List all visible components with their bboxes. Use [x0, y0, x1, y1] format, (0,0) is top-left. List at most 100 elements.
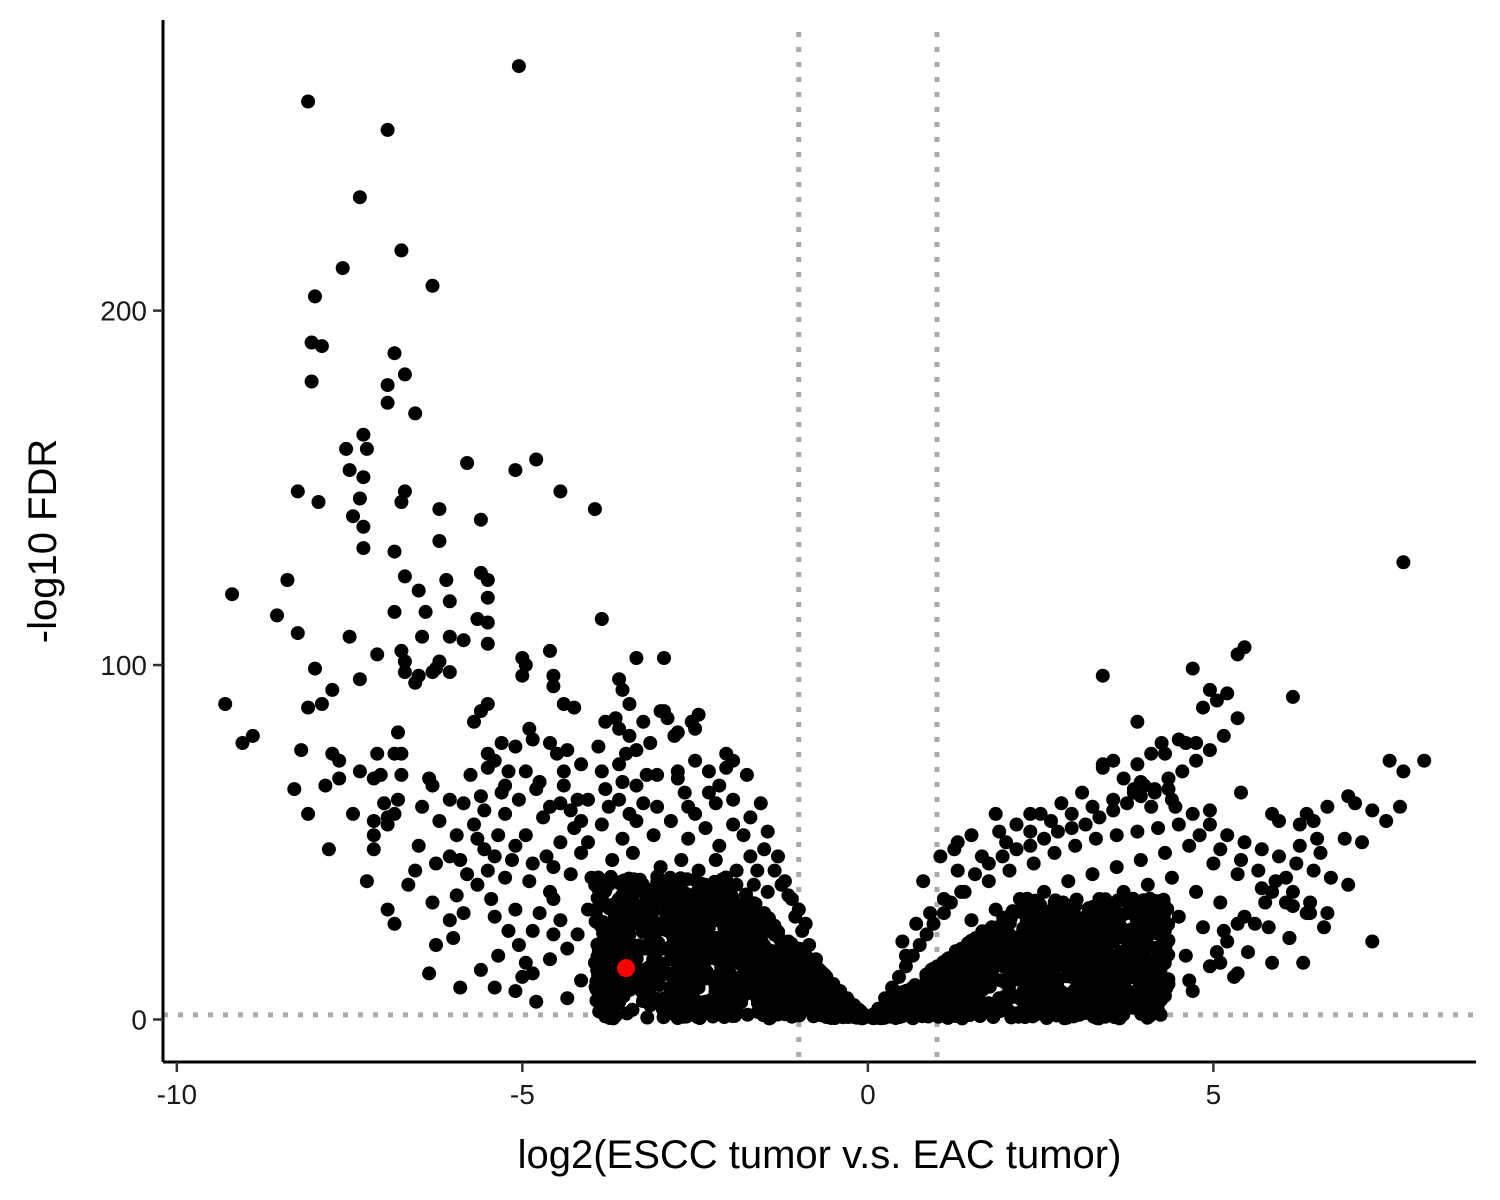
- data-point: [1164, 870, 1179, 885]
- data-point: [418, 604, 433, 619]
- data-point: [812, 964, 827, 979]
- data-point: [601, 799, 616, 814]
- data-point: [1258, 895, 1273, 910]
- data-point: [432, 502, 447, 517]
- data-point: [657, 651, 671, 665]
- data-point: [701, 764, 716, 779]
- data-point: [936, 892, 951, 906]
- data-point: [1230, 966, 1245, 981]
- data-point: [518, 955, 533, 970]
- data-point: [308, 661, 322, 676]
- data-point: [669, 888, 684, 903]
- data-point: [1272, 849, 1286, 864]
- data-point: [1095, 668, 1110, 683]
- data-point: [473, 512, 488, 527]
- data-point: [760, 824, 775, 839]
- data-point: [325, 682, 340, 697]
- data-point: [772, 951, 787, 966]
- data-point: [332, 771, 347, 786]
- data-point: [676, 1009, 691, 1024]
- data-point: [397, 484, 412, 499]
- data-point: [774, 1000, 789, 1015]
- data-point: [663, 814, 678, 828]
- data-point: [442, 913, 457, 928]
- data-point: [681, 799, 696, 814]
- data-point: [525, 923, 540, 938]
- data-point: [622, 728, 637, 743]
- data-point: [536, 810, 551, 825]
- data-point: [591, 739, 606, 754]
- data-point: [498, 870, 513, 885]
- data-point: [988, 806, 1003, 821]
- data-point: [515, 668, 530, 683]
- data-point: [1130, 714, 1145, 729]
- data-point: [652, 978, 667, 992]
- data-point: [791, 902, 806, 917]
- data-point: [967, 945, 982, 960]
- data-point: [622, 806, 637, 821]
- data-point: [1125, 893, 1140, 908]
- data-point: [636, 714, 651, 729]
- data-point: [1050, 824, 1065, 839]
- data-point: [964, 913, 979, 928]
- data-point: [508, 838, 523, 853]
- data-point: [366, 828, 381, 843]
- data-point: [387, 746, 402, 761]
- data-point: [1032, 982, 1047, 997]
- data-point: [467, 817, 481, 832]
- data-point: [698, 964, 713, 978]
- data-point: [546, 668, 561, 683]
- data-point: [736, 828, 751, 843]
- data-point: [732, 905, 747, 920]
- data-point: [394, 643, 409, 658]
- data-point: [796, 1001, 811, 1016]
- data-point: [898, 948, 913, 963]
- data-point: [411, 838, 426, 853]
- data-point: [1234, 853, 1248, 867]
- data-point: [657, 704, 671, 719]
- data-point: [1109, 860, 1124, 875]
- data-point: [724, 981, 739, 995]
- data-point: [543, 799, 557, 814]
- data-point: [766, 976, 781, 991]
- data-point: [581, 792, 595, 807]
- data-point: [1285, 884, 1300, 899]
- data-point: [708, 796, 723, 811]
- data-point: [717, 871, 732, 886]
- data-point: [629, 778, 644, 793]
- data-point: [574, 845, 589, 860]
- data-point: [394, 495, 409, 509]
- data-point: [425, 665, 440, 680]
- data-point: [727, 1008, 742, 1023]
- data-point: [473, 704, 488, 719]
- data-point: [594, 764, 609, 779]
- data-point: [615, 775, 630, 789]
- data-point: [1140, 1005, 1155, 1020]
- data-point: [415, 629, 430, 644]
- data-point: [546, 679, 561, 694]
- data-point: [518, 828, 533, 843]
- data-point: [667, 965, 682, 980]
- data-point: [456, 633, 471, 648]
- data-point: [641, 960, 656, 975]
- data-point: [304, 374, 319, 389]
- data-point: [658, 885, 672, 900]
- data-point: [339, 441, 354, 456]
- data-point: [1220, 934, 1235, 949]
- data-point: [639, 767, 654, 782]
- data-point: [598, 782, 613, 797]
- data-point: [992, 824, 1007, 839]
- data-point: [615, 682, 630, 697]
- data-point: [1230, 867, 1245, 882]
- data-point: [989, 941, 1004, 956]
- data-point: [1009, 972, 1024, 987]
- data-point: [975, 983, 990, 998]
- data-point: [1272, 814, 1286, 828]
- data-point: [750, 863, 765, 878]
- data-point: [746, 877, 761, 892]
- data-point: [1220, 828, 1235, 843]
- data-point: [553, 913, 568, 928]
- data-point: [352, 764, 367, 779]
- data-point: [928, 962, 943, 977]
- data-point: [449, 888, 464, 903]
